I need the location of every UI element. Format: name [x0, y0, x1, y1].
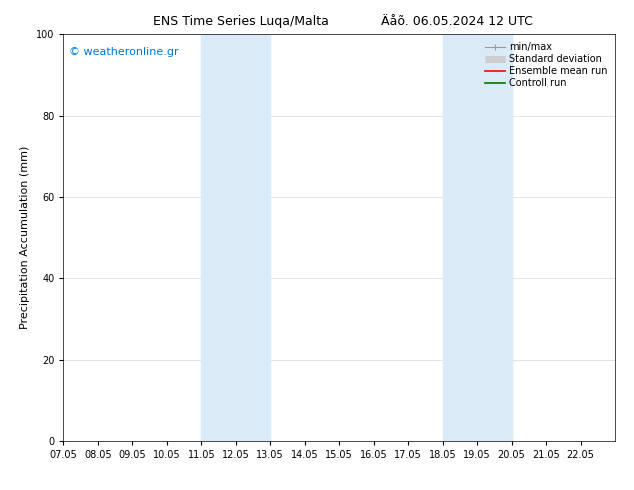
Bar — [443, 34, 512, 441]
Y-axis label: Precipitation Accumulation (mm): Precipitation Accumulation (mm) — [20, 146, 30, 329]
Text: ENS Time Series Luqa/Malta: ENS Time Series Luqa/Malta — [153, 15, 329, 28]
Bar — [201, 34, 270, 441]
Text: Äåõ. 06.05.2024 12 UTC: Äåõ. 06.05.2024 12 UTC — [380, 15, 533, 28]
Legend: min/max, Standard deviation, Ensemble mean run, Controll run: min/max, Standard deviation, Ensemble me… — [482, 39, 610, 91]
Text: © weatheronline.gr: © weatheronline.gr — [69, 47, 179, 56]
